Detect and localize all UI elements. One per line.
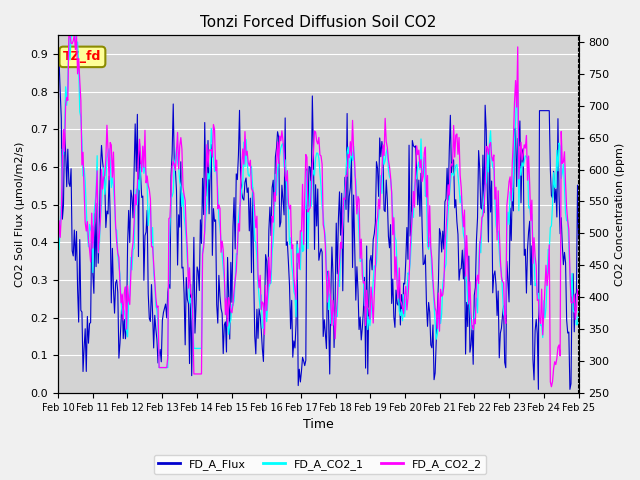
FD_A_CO2_1 <box>276 152 284 157</box>
FD_A_Flux <box>216 293 224 299</box>
FD_A_CO2_2 <box>65 33 73 38</box>
FD_A_CO2_1 <box>529 240 537 246</box>
FD_A_CO2_2 <box>575 294 582 300</box>
FD_A_CO2_2 <box>372 267 380 273</box>
Line: FD_A_CO2_1: FD_A_CO2_1 <box>58 36 579 368</box>
FD_A_CO2_1 <box>439 282 447 288</box>
FD_A_CO2_2 <box>275 161 282 167</box>
FD_A_Flux <box>436 231 444 237</box>
FD_A_CO2_1 <box>575 309 582 314</box>
FD_A_CO2_1 <box>348 148 355 154</box>
FD_A_Flux <box>274 129 282 134</box>
Line: FD_A_Flux: FD_A_Flux <box>58 54 579 389</box>
Y-axis label: CO2 Soil Flux (μmol/m2/s): CO2 Soil Flux (μmol/m2/s) <box>15 142 25 287</box>
FD_A_Flux <box>575 234 582 240</box>
FD_A_Flux <box>54 51 62 57</box>
FD_A_CO2_2 <box>528 197 536 203</box>
Line: FD_A_CO2_2: FD_A_CO2_2 <box>58 36 579 387</box>
FD_A_Flux <box>527 282 534 288</box>
Legend: FD_A_Flux, FD_A_CO2_1, FD_A_CO2_2: FD_A_Flux, FD_A_CO2_1, FD_A_CO2_2 <box>154 455 486 474</box>
FD_A_CO2_1 <box>54 234 62 240</box>
X-axis label: Time: Time <box>303 419 333 432</box>
FD_A_CO2_1 <box>372 260 380 266</box>
FD_A_CO2_2 <box>438 293 445 299</box>
FD_A_CO2_1 <box>68 33 76 38</box>
Text: TZ_fd: TZ_fd <box>63 50 102 63</box>
FD_A_CO2_2 <box>548 384 556 390</box>
Y-axis label: CO2 Concentration (ppm): CO2 Concentration (ppm) <box>615 143 625 286</box>
FD_A_CO2_2 <box>217 250 225 255</box>
FD_A_CO2_1 <box>156 365 163 371</box>
Title: Tonzi Forced Diffusion Soil CO2: Tonzi Forced Diffusion Soil CO2 <box>200 15 436 30</box>
FD_A_Flux <box>371 231 378 237</box>
FD_A_Flux <box>534 386 542 392</box>
FD_A_CO2_2 <box>54 249 62 254</box>
FD_A_CO2_1 <box>218 252 226 258</box>
FD_A_Flux <box>346 193 353 199</box>
FD_A_CO2_2 <box>346 139 354 144</box>
